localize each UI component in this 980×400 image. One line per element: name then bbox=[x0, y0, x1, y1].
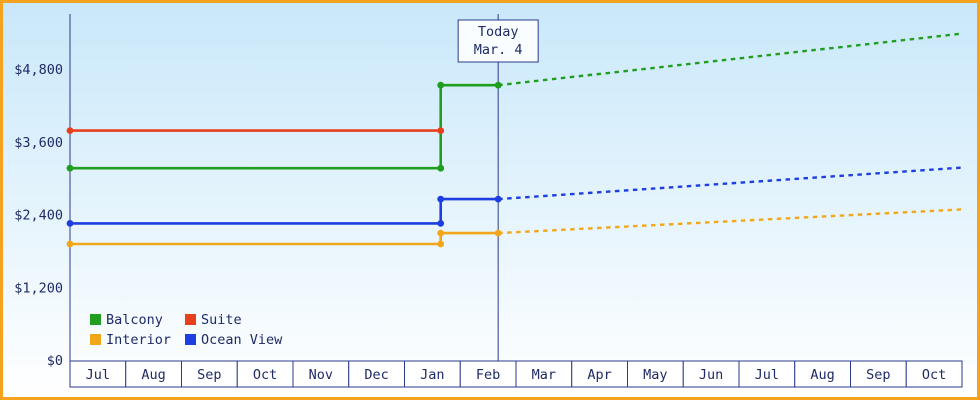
series-marker-ocean-view bbox=[437, 220, 445, 227]
series-marker-balcony bbox=[66, 164, 74, 172]
x-axis-month-box bbox=[682, 360, 740, 388]
x-axis-month-label: Jun bbox=[699, 367, 723, 383]
x-axis-month-label: Sep bbox=[197, 367, 221, 383]
x-axis-month-box bbox=[905, 360, 963, 388]
x-axis-month-box bbox=[236, 360, 294, 388]
x-axis-month-label: Jul bbox=[755, 367, 779, 383]
series-marker-suite bbox=[66, 127, 74, 134]
legend-swatch-interior bbox=[90, 334, 101, 345]
x-axis-month-label: Sep bbox=[866, 367, 890, 383]
x-axis-month-box bbox=[738, 360, 796, 388]
y-axis-tick-label: $4,800 bbox=[14, 62, 63, 78]
today-label: Today bbox=[478, 24, 519, 40]
x-axis-month-label: Dec bbox=[364, 367, 388, 383]
series-marker-interior bbox=[437, 240, 445, 248]
series-marker-suite bbox=[437, 127, 445, 134]
series-forecast-line-interior bbox=[498, 208, 963, 235]
legend-label-ocean-view: Ocean View bbox=[201, 332, 283, 348]
x-axis-month-label: Mar bbox=[532, 367, 556, 383]
y-axis-tick-label: $3,600 bbox=[14, 135, 63, 151]
series-marker-balcony bbox=[437, 164, 445, 172]
series-forecast-line-balcony bbox=[498, 32, 963, 87]
series-marker-interior bbox=[494, 229, 502, 237]
today-date-label: Mar. 4 bbox=[474, 42, 523, 58]
x-axis-month-label: Aug bbox=[810, 367, 834, 383]
x-axis-month-label: Jul bbox=[86, 367, 110, 383]
x-axis-month-box bbox=[627, 360, 684, 388]
x-axis-month-label: Aug bbox=[141, 367, 165, 383]
series-line-balcony bbox=[70, 83, 499, 170]
legend-label-suite: Suite bbox=[201, 312, 242, 328]
x-axis-month-box bbox=[348, 360, 405, 388]
series-marker-ocean-view bbox=[494, 195, 502, 203]
series-marker-balcony bbox=[494, 81, 502, 89]
series-marker-interior bbox=[66, 240, 74, 248]
legend-swatch-suite bbox=[185, 314, 196, 325]
y-axis-tick-label: $1,200 bbox=[14, 280, 63, 296]
today-box bbox=[457, 19, 539, 63]
series-forecast-line-ocean-view bbox=[498, 166, 963, 201]
x-axis-month-label: May bbox=[643, 367, 667, 383]
y-axis-tick-label: $0 bbox=[47, 353, 63, 369]
x-axis-month-label: Oct bbox=[922, 367, 946, 383]
series-marker-ocean-view bbox=[66, 220, 74, 227]
x-axis-month-label: Feb bbox=[476, 367, 500, 383]
x-axis-month-box bbox=[69, 360, 127, 388]
legend-label-interior: Interior bbox=[106, 332, 171, 348]
x-axis-month-label: Oct bbox=[253, 367, 277, 383]
x-axis-month-label: Nov bbox=[309, 367, 333, 383]
series-line-interior bbox=[70, 231, 499, 246]
series-line-ocean-view bbox=[70, 197, 499, 225]
x-axis-month-box bbox=[181, 360, 238, 388]
series-marker-ocean-view bbox=[437, 195, 445, 203]
series-marker-balcony bbox=[437, 81, 445, 89]
x-axis-month-box bbox=[850, 360, 907, 388]
x-axis-month-box bbox=[459, 360, 517, 388]
x-axis-month-label: Apr bbox=[587, 367, 611, 383]
x-axis-month-label: Jan bbox=[420, 367, 444, 383]
x-axis-month-box bbox=[515, 360, 573, 388]
legend-swatch-balcony bbox=[90, 314, 101, 325]
legend-label-balcony: Balcony bbox=[106, 312, 163, 328]
y-axis-tick-label: $2,400 bbox=[14, 208, 63, 224]
legend-swatch-ocean-view bbox=[185, 334, 196, 345]
series-marker-interior bbox=[437, 229, 445, 237]
